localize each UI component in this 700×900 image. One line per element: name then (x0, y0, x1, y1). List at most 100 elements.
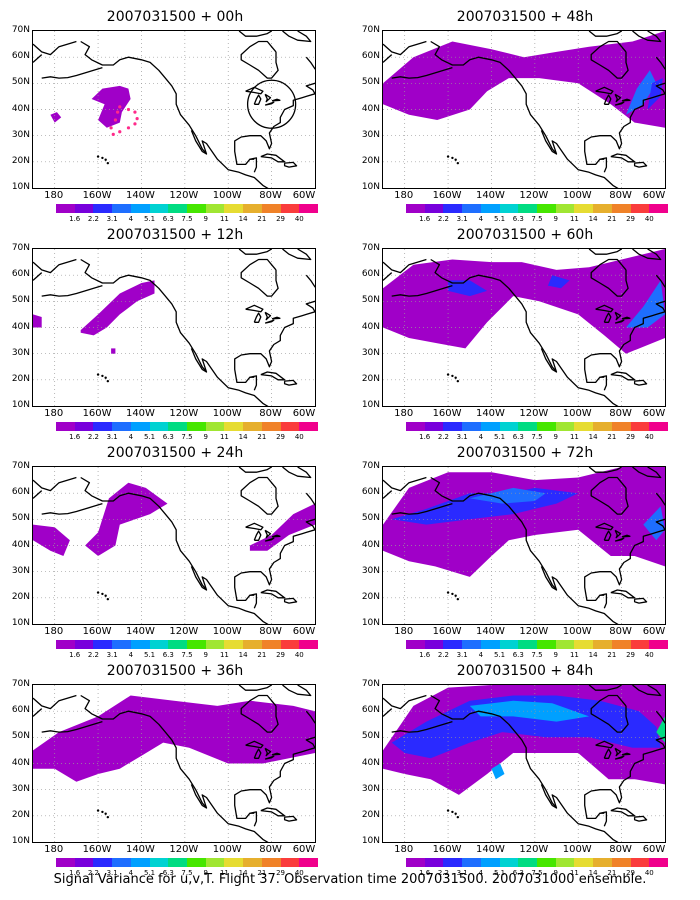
longitude-label: 80W (609, 844, 632, 855)
coastline (264, 755, 275, 760)
coastline (391, 66, 453, 79)
panel-title: 2007031500 + 00h (106, 9, 244, 25)
map-canvas (383, 31, 665, 188)
colorbar-swatch (518, 858, 538, 867)
coastline (33, 54, 43, 63)
coastline (249, 375, 258, 391)
coastline (588, 249, 622, 255)
map-frame (32, 248, 316, 407)
colorbar-tick-label: 29 (276, 433, 286, 441)
signal-variance-region (491, 763, 505, 780)
coastline (245, 86, 264, 95)
colorbar-tick-label: 40 (644, 215, 654, 223)
colorbar-tick-label: 40 (294, 433, 304, 441)
longitude-label: 160W (432, 844, 462, 855)
colorbar (406, 204, 669, 213)
colorbar-swatch (224, 640, 244, 649)
coastline (238, 249, 272, 255)
longitude-label: 120W (169, 626, 199, 637)
coastline (283, 379, 298, 386)
signal-variance-region (448, 280, 488, 297)
latitude-label: 10N (11, 400, 30, 410)
latitude-label: 60N (11, 51, 30, 62)
latitude-label: 40N (361, 103, 380, 114)
colorbar-swatch (74, 422, 94, 431)
coastline (599, 157, 608, 173)
colorbar (406, 640, 669, 649)
colorbar-swatch (74, 204, 94, 213)
map-frame (32, 30, 316, 189)
coastline (632, 249, 662, 261)
coastline (614, 755, 625, 760)
coastline (33, 694, 77, 710)
coastline (238, 31, 272, 37)
colorbar-tick-label: 6.3 (512, 433, 524, 441)
coastline (383, 476, 427, 492)
colorbar-swatch (149, 858, 169, 867)
colorbar-swatch (112, 204, 131, 213)
colorbar-swatch (574, 640, 594, 649)
longitude-label: 180 (394, 408, 414, 419)
longitude-label: 60W (642, 844, 666, 855)
colorbar-swatch (593, 640, 612, 649)
colorbar-tick-label: 6.3 (512, 651, 524, 659)
coastline (80, 694, 269, 842)
signal-variance-region (91, 85, 131, 128)
colorbar-tick-label: 2.2 (437, 433, 449, 441)
latitude-label: 30N (11, 565, 30, 576)
colorbar-swatch (56, 858, 75, 867)
coastline (599, 593, 608, 609)
colorbar-swatch (299, 204, 319, 213)
longitude-label: 80W (259, 844, 282, 855)
coastline (599, 811, 608, 827)
colorbar-tick-label: 1.6 (69, 433, 81, 441)
colorbar-tick-label: 1.6 (69, 215, 81, 223)
longitude-label: 80W (259, 626, 282, 637)
latitude-label: 20N (11, 155, 30, 166)
latitude-label: 70N (11, 679, 30, 689)
colorbar-swatch (93, 422, 113, 431)
map-frame (382, 248, 666, 407)
colorbar-swatch (462, 204, 481, 213)
longitude-label: 160W (82, 408, 112, 419)
colorbar-swatch (168, 422, 188, 431)
signal-variance-region (111, 348, 116, 354)
map-panel: 2007031500 + 60h 70N 60N 50N 40N 30N 20N 10N 180… (350, 226, 690, 441)
colorbar-ticks: 1.6 2.2 3.1 4 5.1 6.3 7.5 9 11 14 21 29 40 (406, 215, 668, 224)
colorbar-tick-label: 5.1 (143, 869, 156, 877)
longitude-label: 140W (475, 626, 505, 637)
longitude-label: 120W (519, 626, 549, 637)
colorbar-tick-label: 11 (569, 433, 579, 441)
coastline (614, 101, 625, 106)
colorbar-swatch (280, 640, 300, 649)
signal-variance-region (626, 70, 657, 115)
colorbar-tick-label: 9 (553, 869, 558, 877)
colorbar-swatch (518, 204, 538, 213)
figure-caption: Signal Variance for u,v,T. Flight 37. Ob… (53, 872, 647, 887)
colorbar-tick-label: 29 (276, 869, 286, 877)
signal-variance-region (391, 695, 661, 759)
coastline (190, 784, 207, 809)
colorbar-tick-label: 14 (238, 215, 248, 223)
signal-variance-region (626, 280, 665, 328)
longitude-label: 140W (125, 190, 155, 201)
coastline (590, 40, 629, 79)
coastline (603, 748, 612, 759)
longitude-label: 180 (44, 626, 64, 637)
latitude-label: 10N (361, 618, 380, 628)
latitude-label: 60N (361, 705, 380, 716)
colorbar-swatch (243, 204, 262, 213)
signal-variance-region (647, 78, 663, 110)
coastline (584, 710, 665, 820)
island (106, 379, 110, 383)
colorbar-swatch (443, 640, 463, 649)
observation-track-point (133, 122, 137, 126)
longitude-label: 180 (394, 626, 414, 637)
coastline (190, 130, 207, 155)
colorbar-tick-label: 40 (294, 215, 304, 223)
longitude-label: 60W (292, 626, 316, 637)
colorbar-tick-label: 3.1 (106, 651, 118, 659)
map-canvas (33, 249, 315, 406)
observation-track-point (116, 110, 120, 114)
colorbar (406, 858, 669, 867)
